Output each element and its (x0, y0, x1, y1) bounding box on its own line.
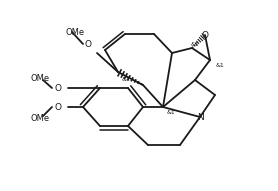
Text: OMe: OMe (65, 28, 85, 36)
Text: OMe: OMe (30, 113, 49, 122)
Text: &1: &1 (122, 77, 130, 82)
Text: &1: &1 (216, 62, 224, 67)
Text: O: O (202, 31, 208, 40)
Text: OMe: OMe (30, 74, 49, 83)
Text: N: N (197, 112, 203, 121)
Text: &1: &1 (191, 41, 199, 46)
Text: O: O (85, 40, 91, 49)
Text: O: O (54, 83, 61, 92)
Text: &1: &1 (167, 109, 175, 114)
Text: O: O (54, 103, 61, 112)
